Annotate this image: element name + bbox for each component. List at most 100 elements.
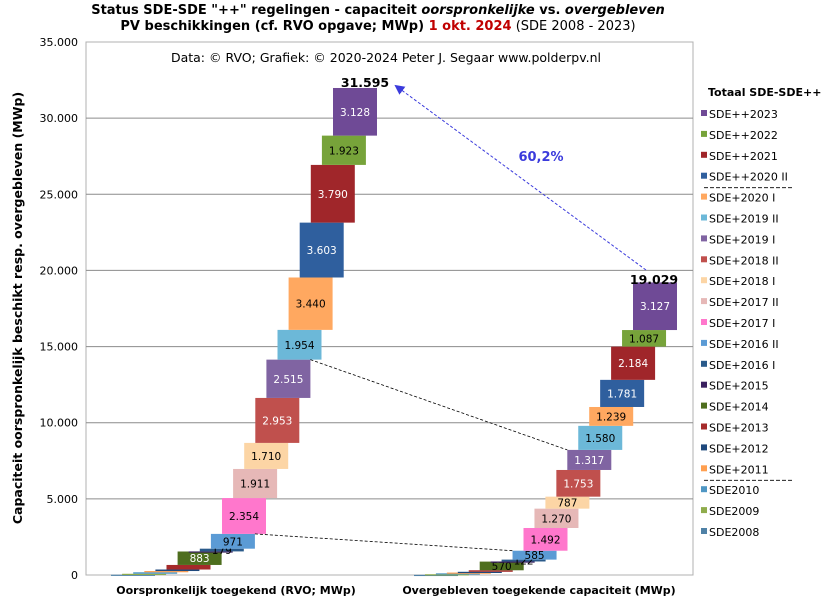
bar-segment <box>424 574 469 576</box>
legend-label: SDE+2018 II <box>709 254 779 267</box>
bar-segment <box>534 508 579 528</box>
legend-swatch <box>701 465 707 472</box>
bar-segment <box>222 498 266 534</box>
bar-segment <box>468 570 513 572</box>
legend-swatch <box>701 423 707 430</box>
bar-segment <box>414 574 458 577</box>
legend-label: SDE++2021 <box>709 150 778 163</box>
bar-value-label: 1.781 <box>607 388 637 400</box>
bar-value-label: 971 <box>223 536 243 548</box>
y-tick-label: 20.000 <box>40 264 79 277</box>
y-tick-label: 35.000 <box>40 36 79 49</box>
bar-segment <box>567 449 612 470</box>
legend-label: SDE+2013 <box>709 422 769 435</box>
bar-value-label: 2.515 <box>273 374 303 386</box>
y-tick-label: 25.000 <box>40 188 79 201</box>
legend-swatch <box>701 381 707 388</box>
bar-segment <box>578 425 623 450</box>
gridlines <box>86 117 693 500</box>
legend-label: SDE+2015 <box>709 380 769 393</box>
connector-lines <box>254 359 568 552</box>
bar-segment <box>622 330 667 347</box>
bar-segment <box>233 468 278 499</box>
bar-segment <box>166 564 211 570</box>
bar-value-label: 2.953 <box>262 415 292 427</box>
bar-segment <box>122 573 167 575</box>
legend-swatch <box>701 402 707 409</box>
bar-value-label: 3.128 <box>340 107 370 119</box>
legend-swatch <box>701 235 707 242</box>
legend-label: SDE+2019 II <box>709 213 779 226</box>
bar-segment <box>501 559 546 562</box>
bar-value-label: 1.911 <box>240 478 270 490</box>
y-tick-label: 0 <box>71 569 78 582</box>
y-axis-label: Capaciteit oorspronkelijk beschikt resp.… <box>10 92 25 524</box>
bar-segment <box>457 571 502 574</box>
legend-title: Totaal SDE-SDE++ <box>708 86 821 99</box>
y-tick-label: 15.000 <box>40 341 79 354</box>
legend-label: SDE++2022 <box>709 129 778 142</box>
bar-value-label: 3.603 <box>307 245 337 257</box>
bar-segment <box>244 442 289 469</box>
legend-swatch <box>701 339 707 346</box>
bar-segment <box>177 551 222 565</box>
bar-total-label: 19.029 <box>630 272 678 287</box>
bar-value-label: 1.710 <box>251 451 281 463</box>
percentage-label: 60,2% <box>518 150 563 165</box>
bar-segment <box>435 573 480 575</box>
y-tick-label: 10.000 <box>40 417 79 430</box>
bar-segment <box>523 527 568 551</box>
bar-segment <box>299 222 344 278</box>
bar-segment <box>277 329 322 360</box>
bar-value-label: 1.753 <box>563 478 593 490</box>
connector-line <box>310 359 568 451</box>
bar-value-label: 1.492 <box>530 534 560 546</box>
legend-swatch <box>701 507 707 514</box>
bar-segment <box>600 379 645 407</box>
credit-text: Data: © RVO; Grafiek: © 2020-2024 Peter … <box>171 50 601 65</box>
bar-segment <box>255 397 300 443</box>
bar-segment <box>556 469 601 497</box>
bar-segment <box>589 406 634 426</box>
legend-swatch <box>701 214 707 221</box>
legend-label: SDE++2020 II <box>709 171 788 184</box>
y-tick-label: 5.000 <box>47 493 79 506</box>
bar-total-label: 31.595 <box>341 75 389 90</box>
chart-title-line-2: PV beschikkingen (cf. RVO opgave; MWp) 1… <box>120 19 635 34</box>
stacked-bars: 8831799712.3541.9111.7102.9532.5151.9543… <box>111 75 678 577</box>
legend-label: SDE2009 <box>709 505 759 518</box>
bar-segment <box>144 571 189 573</box>
legend-label: SDE+2019 I <box>709 233 775 246</box>
bar-segment <box>199 548 244 552</box>
legend-label: SDE++2023 <box>709 108 778 121</box>
bar-segment <box>188 551 233 553</box>
bar-segment <box>310 164 355 223</box>
legend-label: SDE+2016 I <box>709 359 775 372</box>
connector-line <box>254 533 513 552</box>
legend-label: SDE+2014 <box>709 401 769 414</box>
legend-label: SDE+2012 <box>709 442 769 455</box>
legend-swatch <box>701 298 707 305</box>
bar-value-label: 3.790 <box>318 189 348 201</box>
bar-segment <box>210 533 255 549</box>
bar-value-label: 3.440 <box>296 299 326 311</box>
legend: Totaal SDE-SDE++ SDE++2023 SDE++2022 SDE++2… <box>701 86 821 539</box>
bar-value-label: 1.580 <box>585 433 615 445</box>
legend-swatch <box>701 193 707 200</box>
bar-segment <box>446 572 491 574</box>
bar-segment <box>479 561 524 571</box>
legend-label: SDE+2011 <box>709 463 769 476</box>
bar-value-label: 1.087 <box>629 333 659 345</box>
legend-swatch <box>701 277 707 284</box>
bar-value-label: 1.239 <box>596 411 626 423</box>
legend-label: SDE+2017 II <box>709 296 779 309</box>
legend-swatch <box>701 528 707 534</box>
legend-swatch <box>701 172 707 179</box>
legend-swatch <box>701 256 707 263</box>
bar-segment <box>266 359 311 398</box>
legend-label: SDE+2016 II <box>709 338 779 351</box>
bar-segment <box>490 561 535 563</box>
bar-segment <box>333 87 377 136</box>
bar-value-label: 2.354 <box>229 511 259 523</box>
